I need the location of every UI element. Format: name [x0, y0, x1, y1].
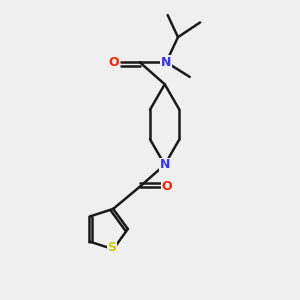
Text: O: O	[109, 56, 119, 69]
Text: S: S	[107, 241, 116, 254]
Text: N: N	[161, 56, 171, 69]
Text: N: N	[160, 158, 170, 171]
Text: O: O	[161, 180, 172, 193]
